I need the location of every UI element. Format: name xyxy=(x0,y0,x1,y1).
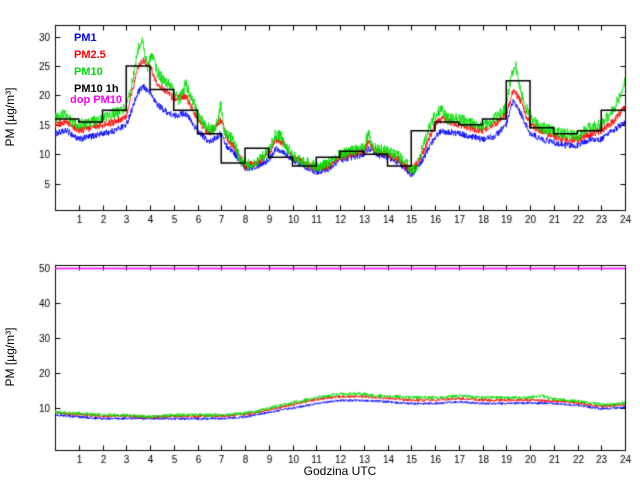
legend: PM1 PM2.5 PM10 PM10 1h dop PM10 xyxy=(70,30,122,106)
bottom-y-axis-label: PM [µg/m³] xyxy=(3,327,17,387)
bottom-plot-canvas xyxy=(0,240,640,480)
top-y-axis-label: PM [µg/m³] xyxy=(3,87,17,147)
legend-entry-pm10: PM10 xyxy=(74,66,103,78)
x-axis-label: Godzina UTC xyxy=(303,464,377,478)
legend-entry-dop-pm10: dop PM10 xyxy=(70,94,122,106)
legend-entry-pm25: PM2.5 xyxy=(74,49,106,61)
legend-entry-pm10-1h: PM10 1h xyxy=(74,83,119,95)
legend-entry-pm1: PM1 xyxy=(74,32,97,44)
top-plot-canvas xyxy=(0,0,640,240)
